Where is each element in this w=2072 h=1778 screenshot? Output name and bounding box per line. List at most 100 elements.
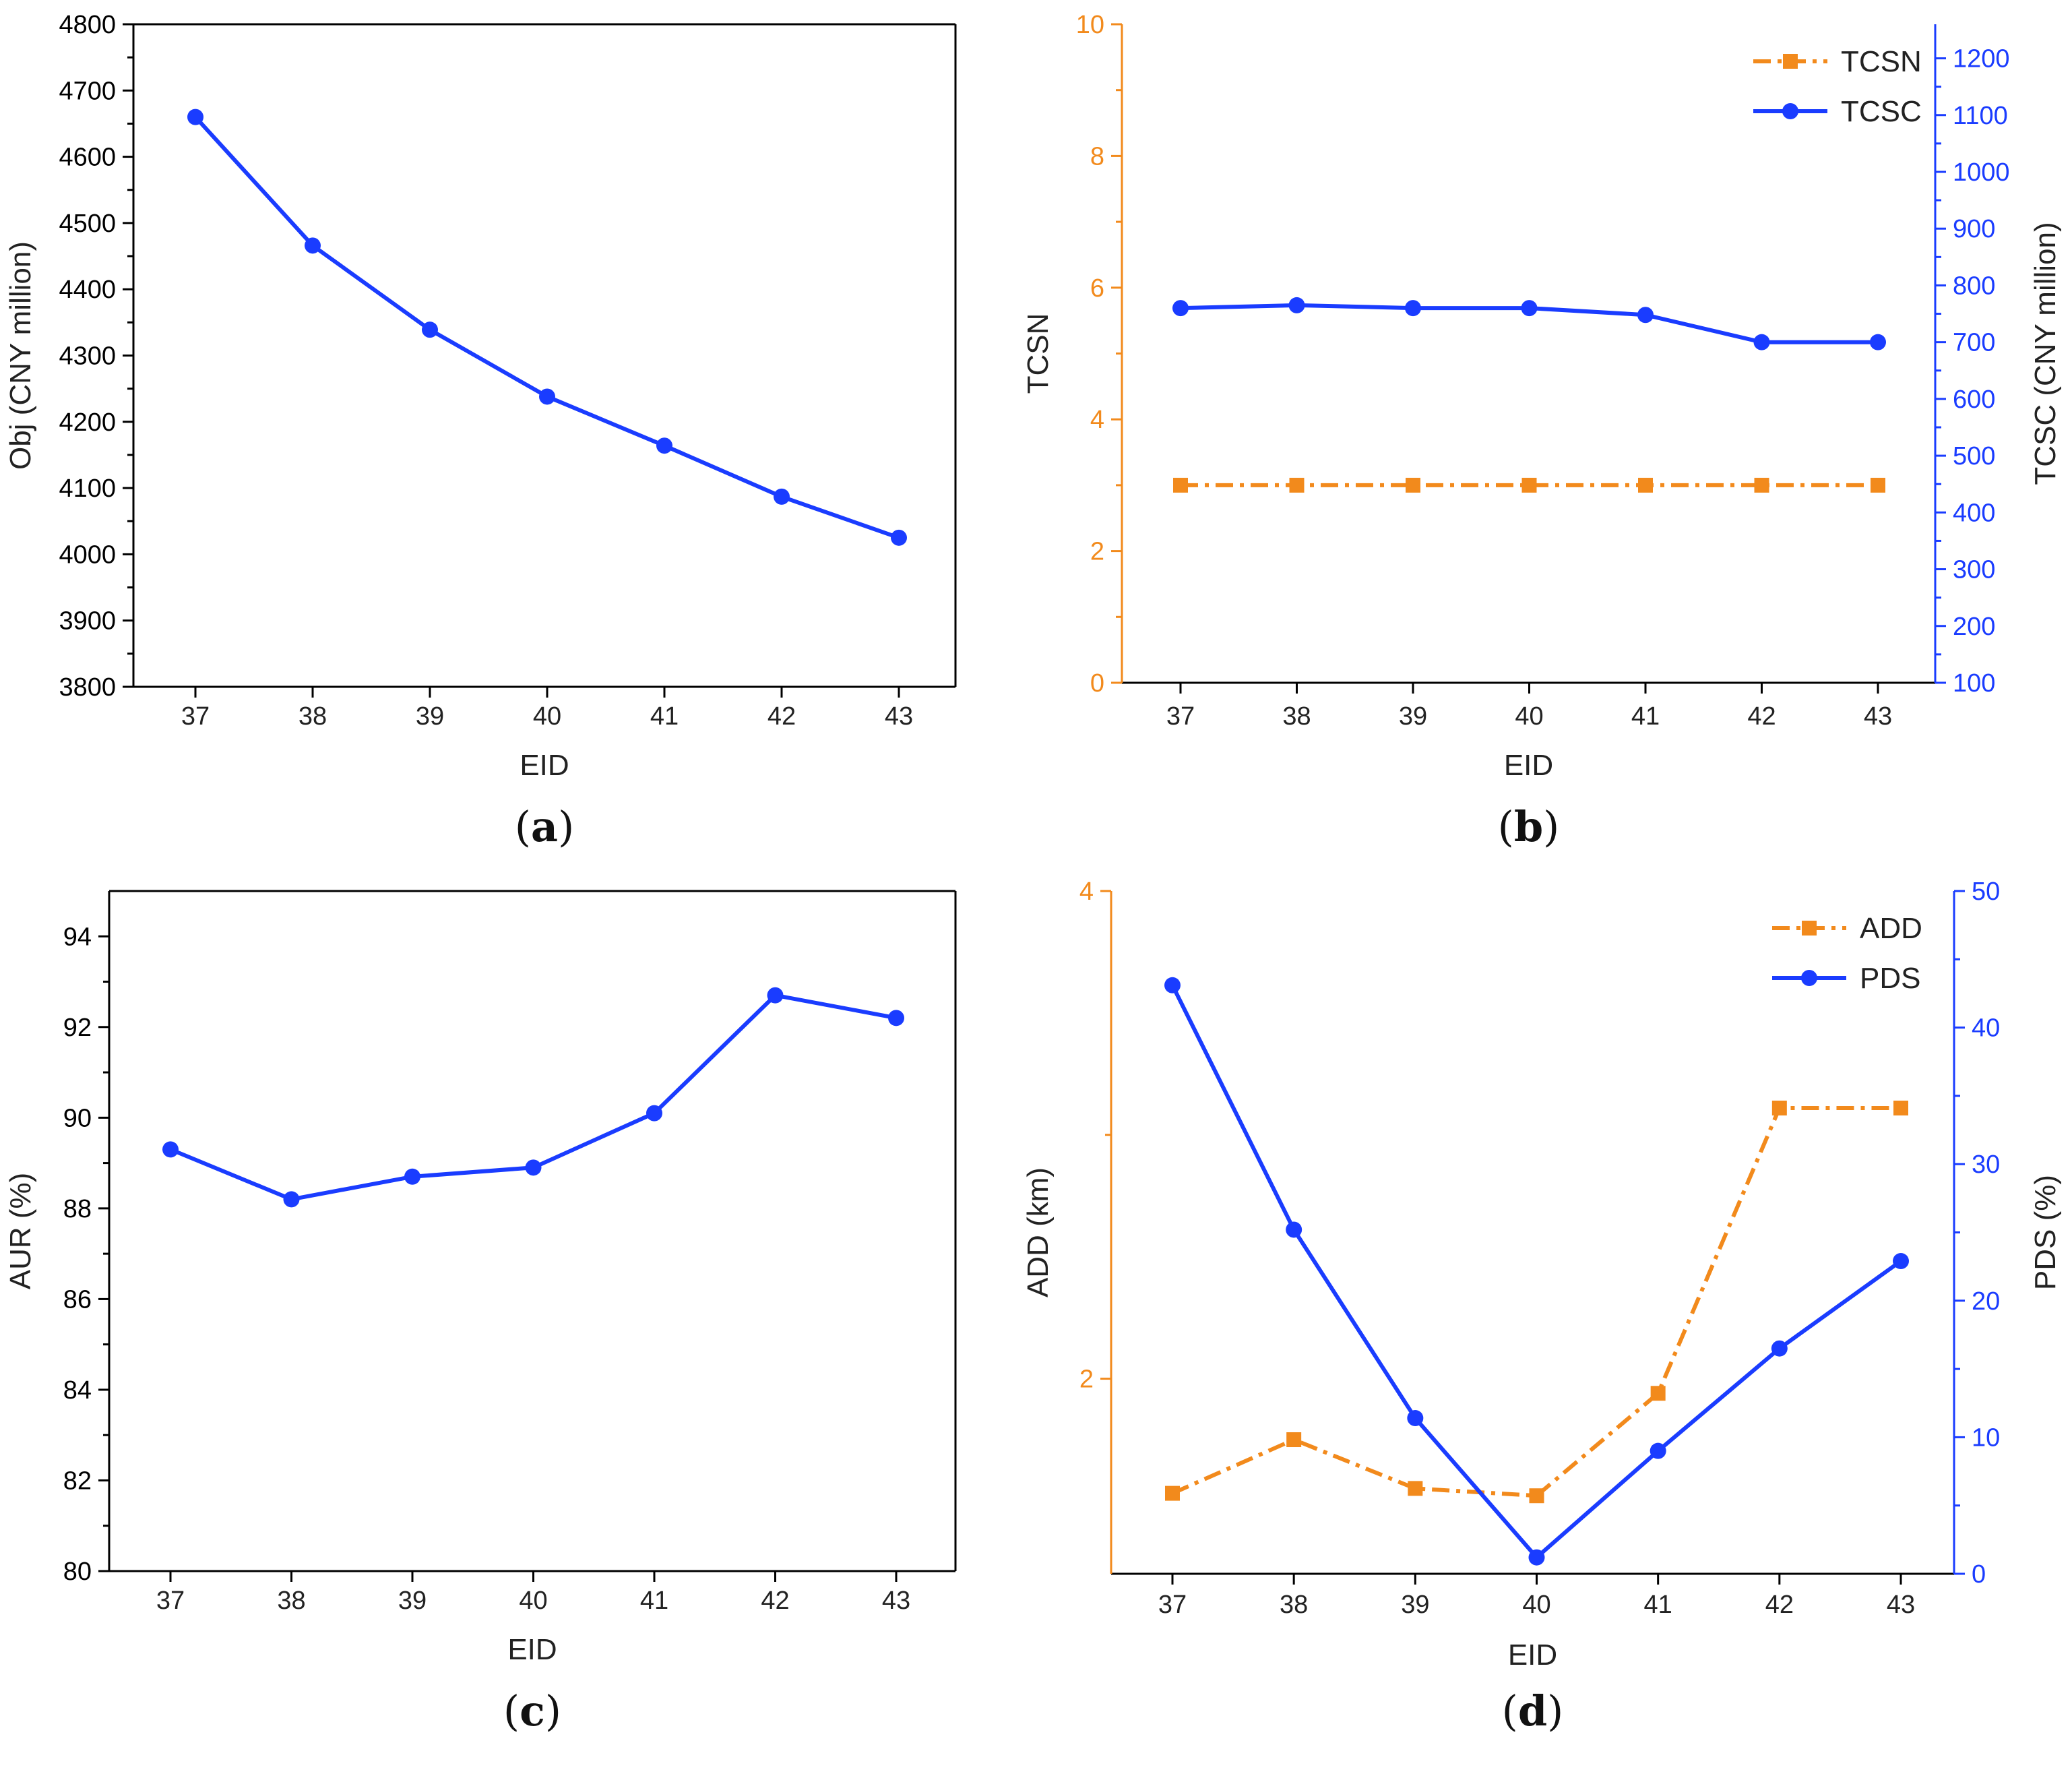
y-tick-label: 4500 — [59, 210, 116, 238]
y-tick-label: 4600 — [59, 144, 116, 172]
y-tick-label: 92 — [63, 1014, 92, 1042]
y-tick-label: 4 — [1079, 878, 1094, 906]
y-tick-label: 4300 — [59, 342, 116, 371]
series-line-pds — [1170, 984, 1902, 1560]
y-tick-label: 4400 — [59, 276, 116, 304]
y-tick-label: 4100 — [59, 474, 116, 503]
data-point-tcsc-39 — [1405, 300, 1421, 317]
data-point-aur-38 — [283, 1191, 300, 1208]
series-line-add — [1171, 1106, 1901, 1498]
x-tick-label: 43 — [885, 702, 913, 731]
y2-tick-label: 50 — [1972, 878, 2000, 906]
y-tick-label: 90 — [63, 1104, 92, 1132]
legend-label-pds: PDS — [1860, 962, 1920, 995]
data-point-aur-37 — [162, 1141, 179, 1158]
x-tick-label: 42 — [761, 1587, 789, 1615]
y-tick-label: 4700 — [59, 77, 116, 105]
y-tick-label: 6 — [1090, 274, 1104, 303]
x-tick-label: 41 — [640, 1587, 668, 1615]
y-tick-label: 4 — [1090, 406, 1104, 434]
x-tick-label: 41 — [1644, 1591, 1672, 1619]
data-point-tcsn-41 — [1638, 477, 1653, 493]
data-point-tcsc-38 — [1288, 297, 1305, 313]
data-point-aur-42 — [767, 987, 784, 1004]
data-point-obj-39 — [422, 321, 438, 338]
data-point-tcsn-38 — [1289, 477, 1305, 493]
data-point-add-37 — [1165, 1485, 1180, 1501]
data-point-tcsn-39 — [1406, 477, 1420, 493]
data-point-add-43 — [1893, 1100, 1908, 1115]
panel-label-letter: c — [520, 1686, 545, 1736]
panel-label: (c) — [503, 1686, 561, 1736]
y2-tick-label: 900 — [1953, 215, 1995, 243]
data-point-tcsn-40 — [1521, 477, 1537, 493]
x-tick-label: 41 — [1631, 702, 1660, 731]
panel-label-open: ( — [503, 1686, 520, 1736]
x-tick-label: 43 — [1887, 1591, 1915, 1619]
y-axis-label: ADD (km) — [1022, 1167, 1055, 1297]
y2-tick-label: 700 — [1953, 329, 1995, 357]
panel-label: (d) — [1502, 1686, 1564, 1736]
data-point-aur-39 — [404, 1168, 420, 1185]
y-axis-label: AUR (%) — [4, 1173, 37, 1290]
x-tick-label: 37 — [156, 1587, 185, 1615]
data-point-tcsc-41 — [1637, 307, 1654, 324]
panel-label-letter: a — [531, 802, 558, 851]
data-point-tcsn-37 — [1173, 477, 1188, 493]
data-point-add-39 — [1408, 1481, 1423, 1496]
x-tick-label: 42 — [1747, 702, 1776, 731]
data-point-add-42 — [1771, 1100, 1787, 1115]
series-line-obj — [193, 115, 900, 540]
y2-tick-label: 1000 — [1953, 158, 2010, 187]
y-tick-label: 2 — [1079, 1366, 1094, 1394]
x-tick-label: 37 — [1158, 1591, 1187, 1619]
data-point-obj-40 — [539, 388, 555, 405]
data-point-pds-38 — [1286, 1221, 1302, 1238]
y-tick-label: 10 — [1076, 11, 1104, 39]
x-axis-label: EID — [520, 749, 569, 782]
y2-tick-label: 500 — [1953, 442, 1995, 470]
y-tick-label: 2 — [1090, 538, 1104, 566]
x-tick-label: 39 — [398, 1587, 427, 1615]
x-tick-label: 39 — [1399, 702, 1427, 731]
data-point-obj-41 — [656, 437, 672, 454]
y-tick-label: 4000 — [59, 541, 116, 569]
data-point-pds-42 — [1771, 1340, 1788, 1357]
panel-label-open: ( — [1502, 1686, 1518, 1736]
panel-label-close: ) — [558, 802, 574, 851]
x-axis-label: EID — [507, 1633, 557, 1666]
data-point-tcsn-43 — [1871, 477, 1885, 493]
x-axis-label: EID — [1504, 749, 1553, 782]
y2-tick-label: 1200 — [1953, 45, 2010, 73]
y2-tick-label: 0 — [1972, 1560, 1986, 1589]
y-tick-label: 4200 — [59, 408, 116, 437]
y-axis-label: Obj (CNY million) — [4, 241, 37, 470]
x-tick-label: 40 — [533, 702, 561, 731]
legend-marker-tcsc — [1782, 103, 1798, 119]
y-axis-label: TCSN — [1022, 313, 1055, 394]
y-tick-label: 86 — [63, 1285, 92, 1314]
data-point-tcsc-43 — [1870, 334, 1886, 350]
panel-label: (a) — [515, 802, 575, 851]
legend-label-add: ADD — [1860, 912, 1922, 945]
x-tick-label: 41 — [650, 702, 679, 731]
x-tick-label: 38 — [299, 702, 327, 731]
y2-tick-label: 600 — [1953, 386, 1995, 414]
y-tick-label: 80 — [63, 1558, 92, 1586]
data-point-pds-43 — [1893, 1253, 1909, 1270]
y-tick-label: 82 — [63, 1467, 92, 1495]
panel-label-open: ( — [515, 802, 531, 851]
panel-label-open: ( — [1498, 802, 1514, 851]
legend-marker-add — [1802, 921, 1817, 936]
data-point-aur-40 — [525, 1159, 542, 1176]
data-point-obj-42 — [774, 488, 790, 505]
panel-label-close: ) — [1543, 802, 1559, 851]
data-point-obj-43 — [891, 529, 907, 546]
y2-tick-label: 300 — [1953, 556, 1995, 584]
x-tick-label: 40 — [1522, 1591, 1550, 1619]
data-point-pds-40 — [1528, 1549, 1545, 1566]
y2-tick-label: 20 — [1972, 1287, 2000, 1316]
data-point-add-41 — [1650, 1386, 1666, 1401]
x-tick-label: 37 — [1166, 702, 1195, 731]
y2-tick-label: 40 — [1972, 1014, 2000, 1043]
